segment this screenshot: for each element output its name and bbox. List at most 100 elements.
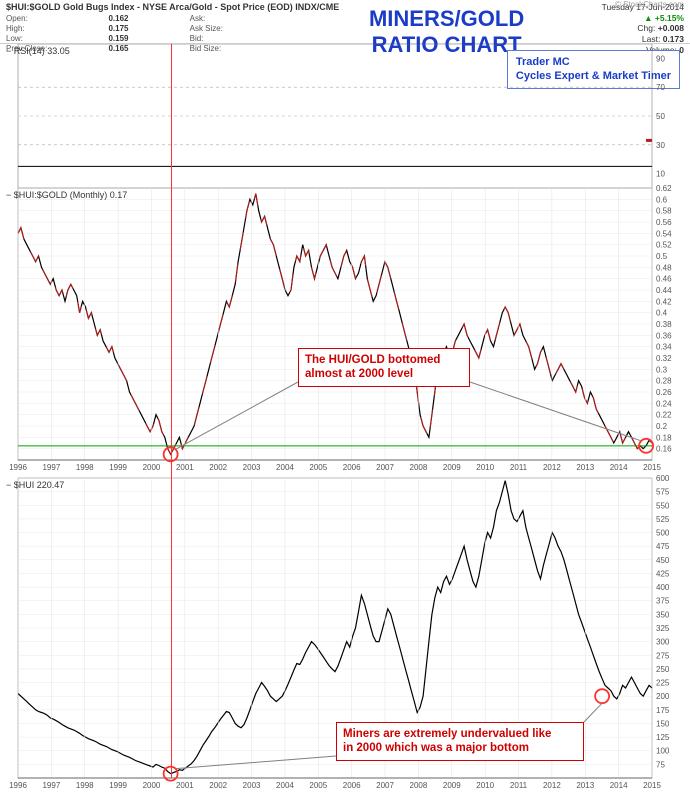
ratio-annotation-box: The HUI/GOLD bottomed almost at 2000 lev… (298, 348, 470, 387)
svg-text:2003: 2003 (243, 781, 261, 790)
svg-text:475: 475 (656, 542, 670, 551)
svg-text:125: 125 (656, 733, 670, 742)
svg-text:2005: 2005 (309, 781, 327, 790)
svg-text:0.44: 0.44 (656, 286, 672, 295)
svg-text:2004: 2004 (276, 463, 294, 472)
svg-text:0.6: 0.6 (656, 195, 668, 204)
svg-text:0.32: 0.32 (656, 354, 672, 363)
svg-text:0.2: 0.2 (656, 422, 668, 431)
svg-text:0.18: 0.18 (656, 433, 672, 442)
svg-text:2010: 2010 (476, 781, 494, 790)
svg-text:2000: 2000 (143, 781, 161, 790)
hui-annotation-box: Miners are extremely undervalued like in… (336, 722, 584, 761)
svg-text:2009: 2009 (443, 463, 461, 472)
svg-text:0.36: 0.36 (656, 331, 672, 340)
svg-text:0.58: 0.58 (656, 207, 672, 216)
svg-text:1997: 1997 (42, 781, 60, 790)
svg-text:0.62: 0.62 (656, 184, 672, 193)
svg-text:0.24: 0.24 (656, 399, 672, 408)
open-label: Open: (6, 14, 102, 23)
svg-text:150: 150 (656, 719, 670, 728)
svg-text:90: 90 (656, 54, 665, 63)
low-label: Low: (6, 34, 102, 43)
svg-text:2001: 2001 (176, 781, 194, 790)
svg-text:2004: 2004 (276, 781, 294, 790)
svg-text:2013: 2013 (576, 463, 594, 472)
svg-text:2008: 2008 (410, 463, 428, 472)
svg-text:1996: 1996 (9, 781, 27, 790)
svg-text:1999: 1999 (109, 463, 127, 472)
svg-text:10: 10 (656, 170, 665, 179)
svg-text:2014: 2014 (610, 781, 628, 790)
svg-text:2000: 2000 (143, 463, 161, 472)
hui-annot-l1: Miners are extremely undervalued like (343, 727, 577, 741)
svg-text:0.22: 0.22 (656, 411, 672, 420)
svg-text:600: 600 (656, 474, 670, 483)
high-label: High: (6, 24, 102, 33)
svg-text:0.5: 0.5 (656, 252, 668, 261)
svg-text:0.56: 0.56 (656, 218, 672, 227)
svg-text:425: 425 (656, 569, 670, 578)
svg-text:2015: 2015 (643, 463, 661, 472)
high-val: 0.175 (108, 24, 183, 33)
svg-text:300: 300 (656, 638, 670, 647)
svg-text:225: 225 (656, 679, 670, 688)
svg-text:1997: 1997 (42, 463, 60, 472)
svg-text:100: 100 (656, 747, 670, 756)
last-row: Last: 0.173 (554, 34, 684, 45)
symbol-line: $HUI:$GOLD Gold Bugs Index - NYSE Arca/G… (6, 2, 339, 12)
svg-text:75: 75 (656, 760, 665, 769)
svg-text:30: 30 (656, 141, 665, 150)
svg-text:200: 200 (656, 692, 670, 701)
svg-text:375: 375 (656, 597, 670, 606)
svg-text:550: 550 (656, 501, 670, 510)
svg-text:2006: 2006 (343, 781, 361, 790)
svg-text:2015: 2015 (643, 781, 661, 790)
svg-text:2002: 2002 (209, 463, 227, 472)
chart-header: $HUI:$GOLD Gold Bugs Index - NYSE Arca/G… (0, 0, 690, 44)
svg-text:2008: 2008 (410, 781, 428, 790)
svg-text:70: 70 (656, 83, 665, 92)
svg-text:2011: 2011 (510, 463, 528, 472)
svg-text:400: 400 (656, 583, 670, 592)
svg-text:0.26: 0.26 (656, 388, 672, 397)
open-val: 0.162 (108, 14, 183, 23)
hui-annot-l2: in 2000 which was a major bottom (343, 741, 577, 755)
asz-val (284, 24, 339, 33)
svg-text:2007: 2007 (376, 463, 394, 472)
svg-text:0.42: 0.42 (656, 297, 672, 306)
svg-text:2010: 2010 (476, 463, 494, 472)
svg-text:2005: 2005 (309, 463, 327, 472)
chart-canvas: 10 30 50 70 90 0.16 0.18 0.2 0.22 0.24 0.26 0.28 0.3… (0, 44, 690, 804)
svg-text:2012: 2012 (543, 781, 561, 790)
svg-text:2011: 2011 (510, 781, 528, 790)
svg-text:2006: 2006 (343, 463, 361, 472)
svg-text:525: 525 (656, 515, 670, 524)
svg-text:2003: 2003 (243, 463, 261, 472)
svg-text:0.52: 0.52 (656, 241, 672, 250)
svg-text:2013: 2013 (576, 781, 594, 790)
svg-text:275: 275 (656, 651, 670, 660)
svg-text:2007: 2007 (376, 781, 394, 790)
svg-text:0.34: 0.34 (656, 343, 672, 352)
svg-text:2002: 2002 (209, 781, 227, 790)
svg-text:1998: 1998 (76, 463, 94, 472)
bid-val (284, 34, 339, 43)
svg-text:1996: 1996 (9, 463, 27, 472)
ratio-annot-l1: The HUI/GOLD bottomed (305, 353, 463, 367)
svg-text:350: 350 (656, 610, 670, 619)
svg-text:2012: 2012 (543, 463, 561, 472)
svg-text:50: 50 (656, 112, 665, 121)
rsi-label: − RSI(14) 33.05 (6, 46, 70, 56)
svg-text:0.28: 0.28 (656, 377, 672, 386)
svg-text:0.16: 0.16 (656, 445, 672, 454)
asz-label: Ask Size: (190, 24, 278, 33)
ask-val (284, 14, 339, 23)
bid-label: Bid: (190, 34, 278, 43)
svg-text:2014: 2014 (610, 463, 628, 472)
pct-change: ▲ +5.15% (554, 13, 684, 24)
ratio-annot-l2: almost at 2000 level (305, 367, 463, 381)
ask-label: Ask: (190, 14, 278, 23)
svg-text:0.46: 0.46 (656, 275, 672, 284)
svg-text:2001: 2001 (176, 463, 194, 472)
